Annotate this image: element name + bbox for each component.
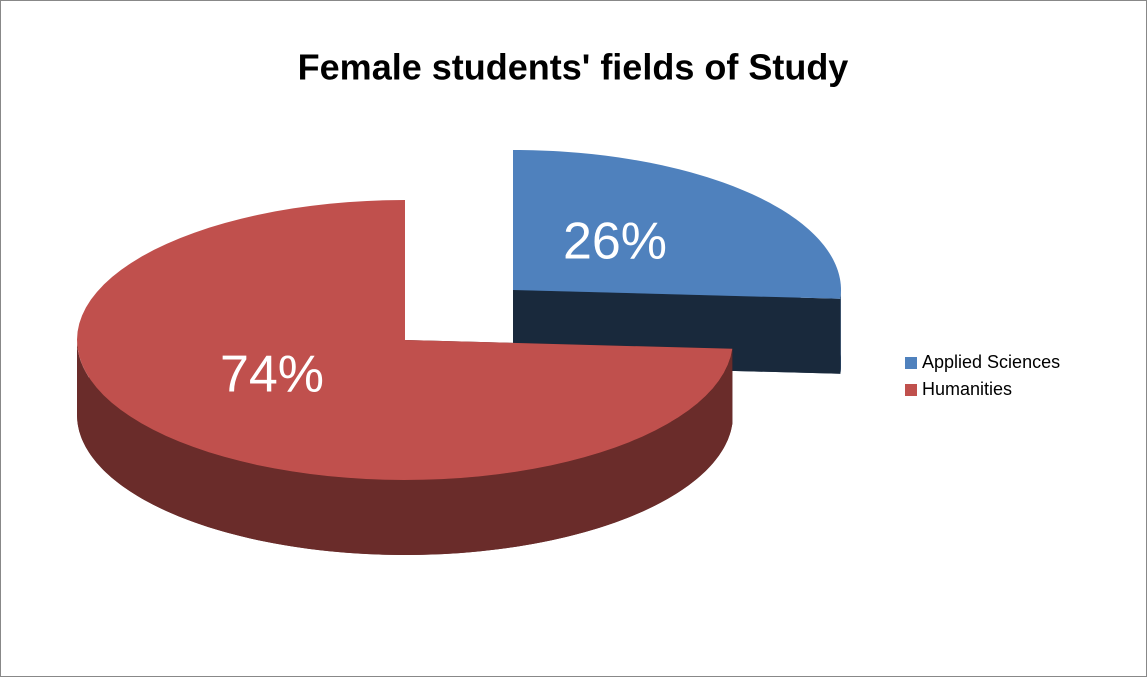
legend-swatch: [905, 384, 917, 396]
slice-side: [77, 340, 733, 555]
slice: [513, 150, 841, 299]
data-label: 26%: [563, 213, 667, 271]
legend-label: Humanities: [922, 379, 1012, 399]
chart-title: Female students' fields of Study: [298, 47, 849, 88]
slice: [77, 200, 733, 480]
data-label: 74%: [220, 346, 324, 404]
legend-swatch: [905, 357, 917, 369]
legend-label: Applied Sciences: [922, 352, 1060, 372]
slice-side: [840, 290, 841, 374]
